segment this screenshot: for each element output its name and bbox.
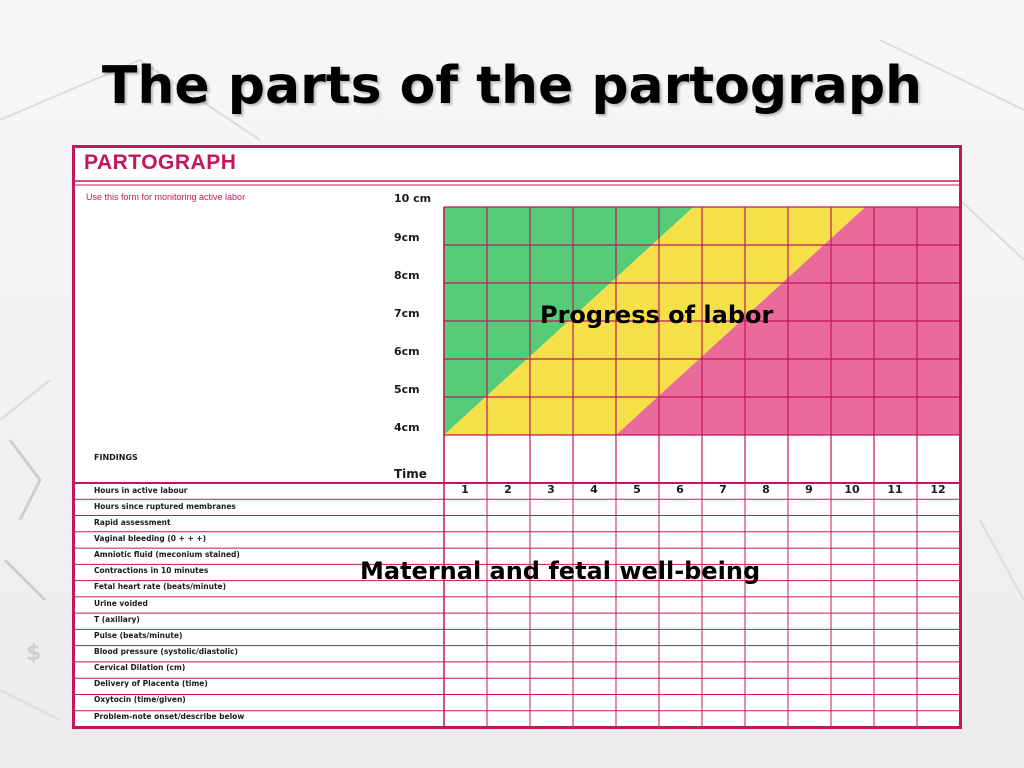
partograph-subtitle: Use this form for monitoring active labo… xyxy=(86,192,246,202)
row-label: Problem-note onset/describe below xyxy=(94,712,245,721)
row-label: Fetal heart rate (beats/minute) xyxy=(94,582,227,591)
dilation-label-7cm: 7cm xyxy=(394,307,420,320)
hour-number: 10 xyxy=(844,483,860,496)
hour-number: 11 xyxy=(887,483,903,496)
svg-text:$: $ xyxy=(26,641,41,666)
row-label: Cervical Dilation (cm) xyxy=(94,663,186,672)
dilation-label-6cm: 6cm xyxy=(394,345,420,358)
partograph-form: PARTOGRAPH Use this form for monitoring … xyxy=(72,145,962,729)
hour-number: 1 xyxy=(461,483,469,496)
hour-number: 7 xyxy=(719,483,727,496)
dilation-label-8cm: 8cm xyxy=(394,269,420,282)
row-label: T (axillary) xyxy=(94,615,140,624)
row-label: Rapid assessment xyxy=(94,518,171,527)
row-label: Pulse (beats/minute) xyxy=(94,631,183,640)
findings-label: FINDINGS xyxy=(94,453,138,462)
dilation-label-10cm: 10 cm xyxy=(394,192,432,205)
progress-of-labor-label: Progress of labor xyxy=(540,301,774,329)
row-label: Delivery of Placenta (time) xyxy=(94,679,208,688)
partograph-grid xyxy=(72,145,962,729)
slide-title: The parts of the partograph xyxy=(101,56,923,116)
hour-number: 6 xyxy=(676,483,684,496)
hour-number: 5 xyxy=(633,483,641,496)
row-label: Amniotic fluid (meconium stained) xyxy=(94,550,240,559)
maternal-fetal-wellbeing-label: Maternal and fetal well-being xyxy=(360,557,761,585)
hour-number: 4 xyxy=(590,483,598,496)
partograph-title: PARTOGRAPH xyxy=(84,151,237,174)
row-label: Hours in active labour xyxy=(94,486,188,495)
hour-number: 9 xyxy=(805,483,813,496)
row-label: Hours since ruptured membranes xyxy=(94,502,236,511)
hour-number: 8 xyxy=(762,483,770,496)
row-label: Urine voided xyxy=(94,599,148,608)
hour-number: 12 xyxy=(930,483,946,496)
row-label: Contractions in 10 minutes xyxy=(94,566,209,575)
time-label: Time xyxy=(394,467,427,481)
hour-number: 2 xyxy=(504,483,512,496)
dilation-label-5cm: 5cm xyxy=(394,383,420,396)
row-label: Vaginal bleeding (0 + + +) xyxy=(94,534,207,543)
dilation-label-4cm: 4cm xyxy=(394,421,420,434)
dilation-label-9cm: 9cm xyxy=(394,231,420,244)
row-label: Blood pressure (systolic/diastolic) xyxy=(94,647,238,656)
hour-number: 3 xyxy=(547,483,555,496)
row-label: Oxytocin (time/given) xyxy=(94,695,186,704)
